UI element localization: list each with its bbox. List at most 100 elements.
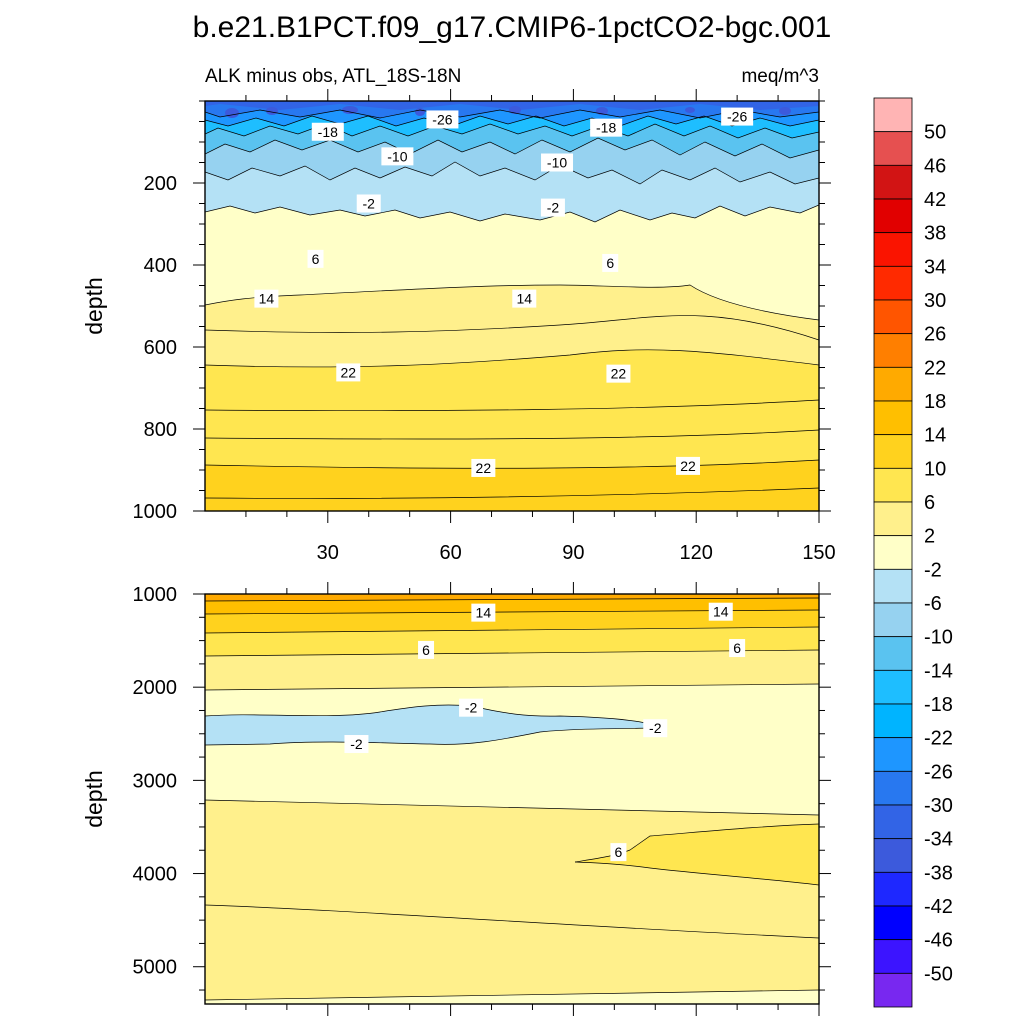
contour-label-box [418, 640, 435, 659]
contour-label-box [471, 603, 496, 622]
contour-label: -2 [356, 194, 381, 213]
y-tick-label: 3000 [133, 770, 178, 792]
band-18-22-lower [205, 594, 819, 601]
contour-label: 6 [418, 640, 435, 659]
contour-label-box [541, 153, 574, 172]
y-tick-label: 4000 [133, 864, 178, 886]
contour-label-box [540, 198, 565, 217]
y-tick-label: 5000 [133, 957, 178, 979]
contour-label-box [676, 456, 701, 475]
colorbar-swatch [873, 131, 913, 166]
contour-label-box [311, 122, 344, 141]
colorbar-tick-label: -42 [924, 896, 953, 918]
contour-label: 14 [708, 602, 733, 621]
contour-label-text: -2 [649, 720, 662, 736]
chart-title: b.e21.B1PCT.f09_g17.CMIP6-1pctCO2-bgc.00… [193, 11, 832, 44]
colorbar-tick-label: -50 [924, 963, 953, 985]
colorbar-swatch [873, 770, 913, 806]
colorbar-swatch [873, 97, 913, 133]
contour-label-text: -2 [465, 700, 478, 716]
contour-label-text: -18 [318, 124, 338, 140]
colorbar-tick-label: -10 [924, 627, 953, 649]
blob-minus34 [685, 107, 695, 113]
contour-label: -10 [541, 153, 574, 172]
contour-label: 22 [336, 363, 361, 382]
contour-label: 14 [512, 289, 537, 308]
colorbar-swatch [873, 535, 913, 570]
contour-label-text: -18 [596, 120, 616, 136]
y-tick-label: 1000 [133, 501, 178, 523]
contour-label-text: 22 [340, 364, 356, 380]
colorbar-swatch [873, 636, 913, 671]
colorbar-swatch [873, 905, 913, 941]
colorbar-tick-label: 42 [924, 189, 946, 211]
contour-label: 6 [307, 249, 324, 268]
contour-label-text: -2 [363, 196, 376, 212]
contour-label-text: 6 [615, 844, 623, 860]
colorbar-swatch [873, 467, 913, 503]
contour-label-box [426, 110, 459, 129]
contour-label-text: 22 [680, 458, 696, 474]
colorbar-tick-label: -14 [924, 660, 953, 682]
band-6-10-blob [575, 824, 819, 885]
colorbar-tick-label: 18 [924, 391, 946, 413]
colorbar-swatch [873, 265, 913, 301]
contour-label-text: 14 [516, 291, 532, 307]
contour-label: 22 [471, 458, 496, 477]
colorbar-tick-label: -6 [924, 593, 942, 615]
contour-label-box [610, 843, 627, 862]
colorbar-tick-label: -30 [924, 795, 953, 817]
upper-axis-ticks: 200 400 600 800 1000 30 60 90 120 150 [133, 89, 836, 564]
colorbar-swatch [873, 703, 913, 739]
y-tick-label: 200 [144, 173, 177, 195]
contour-label-box [471, 458, 496, 477]
contour-label: -26 [721, 107, 754, 126]
colorbar-tick-label: -38 [924, 862, 953, 884]
colorbar-tick-label: 2 [924, 526, 935, 548]
lower-contour-lines [205, 597, 819, 1001]
contour-label-box [459, 698, 484, 717]
contour-label-text: 6 [606, 255, 614, 271]
colorbar-swatch [873, 838, 913, 873]
contour-label-box [344, 735, 369, 754]
colorbar-tick-label: 22 [924, 357, 946, 379]
colorbar-swatch [873, 366, 913, 402]
contour-label: 14 [254, 289, 279, 308]
contour-label: -10 [381, 147, 414, 166]
colorbar-swatch [873, 400, 913, 436]
contour-label: -2 [643, 719, 668, 738]
colorbar-swatch [873, 737, 913, 772]
x-tick-label: 60 [439, 542, 461, 564]
colorbar-tick-label: 10 [924, 458, 946, 480]
colorbar-tick-label: -2 [924, 559, 942, 581]
contour-label: -2 [459, 698, 484, 717]
x-tick-label: 30 [317, 542, 339, 564]
contour-label-text: -2 [547, 200, 560, 216]
band-2-6-deep [205, 905, 819, 1004]
colorbar-swatch [873, 333, 913, 368]
chart-subtitle-left: ALK minus obs, ATL_18S-18N [205, 66, 461, 87]
band-minus6-minus2-lower [205, 704, 650, 745]
contour-label: 6 [610, 843, 627, 862]
contour-label: -18 [311, 122, 344, 141]
colorbar-swatch [873, 804, 913, 840]
contour-label: 14 [471, 603, 496, 622]
contour-label-box [643, 719, 668, 738]
colorbar-swatch [873, 299, 913, 335]
contour-label-text: 22 [611, 366, 627, 382]
contour-label-text: 22 [476, 460, 492, 476]
contour-label-box [356, 194, 381, 213]
colorbar-swatch [873, 972, 913, 1008]
colorbar-tick-label: -18 [924, 694, 953, 716]
x-tick-label: 120 [680, 542, 713, 564]
contour-label-box [590, 118, 623, 137]
contour-label-text: 14 [476, 605, 492, 621]
colorbar-tick-label: 30 [924, 290, 946, 312]
colorbar-swatch [873, 669, 913, 705]
colorbar-tick-label: 50 [924, 122, 946, 144]
colorbar-swatch [873, 198, 913, 234]
contour-label: 22 [606, 364, 631, 383]
colorbar-swatch [873, 501, 913, 537]
